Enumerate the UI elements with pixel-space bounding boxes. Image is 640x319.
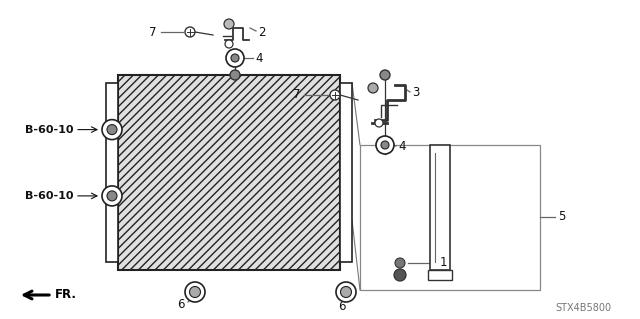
Circle shape	[107, 191, 117, 201]
Circle shape	[340, 286, 351, 298]
Circle shape	[336, 282, 356, 302]
Circle shape	[224, 19, 234, 29]
Circle shape	[107, 125, 117, 135]
Bar	[118, 75, 340, 270]
Bar	[106, 83, 118, 262]
Text: B-60-10: B-60-10	[24, 125, 73, 135]
Circle shape	[376, 136, 394, 154]
Text: STX4B5800: STX4B5800	[555, 303, 611, 313]
Text: B-60-10: B-60-10	[24, 191, 73, 201]
Circle shape	[230, 70, 240, 80]
Bar	[360, 145, 540, 290]
Circle shape	[330, 90, 340, 100]
Text: 4: 4	[255, 51, 262, 64]
Circle shape	[102, 120, 122, 140]
Bar	[340, 83, 352, 262]
Circle shape	[395, 258, 405, 268]
Bar	[428, 270, 452, 280]
Circle shape	[189, 286, 200, 298]
Circle shape	[102, 186, 122, 206]
Circle shape	[368, 83, 378, 93]
Circle shape	[380, 70, 390, 80]
Text: 2: 2	[258, 26, 266, 39]
Text: 4: 4	[398, 139, 406, 152]
Text: 7: 7	[150, 26, 157, 39]
Text: 6: 6	[338, 300, 346, 313]
Circle shape	[225, 40, 233, 48]
Circle shape	[394, 269, 406, 281]
Text: 7: 7	[292, 87, 300, 100]
Circle shape	[231, 54, 239, 62]
Circle shape	[375, 119, 383, 127]
Text: 3: 3	[412, 85, 419, 99]
Circle shape	[226, 49, 244, 67]
Text: 6: 6	[177, 299, 185, 311]
Text: 1: 1	[440, 256, 447, 270]
Circle shape	[185, 27, 195, 37]
Text: FR.: FR.	[55, 288, 77, 301]
Circle shape	[185, 282, 205, 302]
Text: 5: 5	[558, 211, 565, 224]
Circle shape	[381, 141, 389, 149]
Bar	[430, 145, 450, 270]
